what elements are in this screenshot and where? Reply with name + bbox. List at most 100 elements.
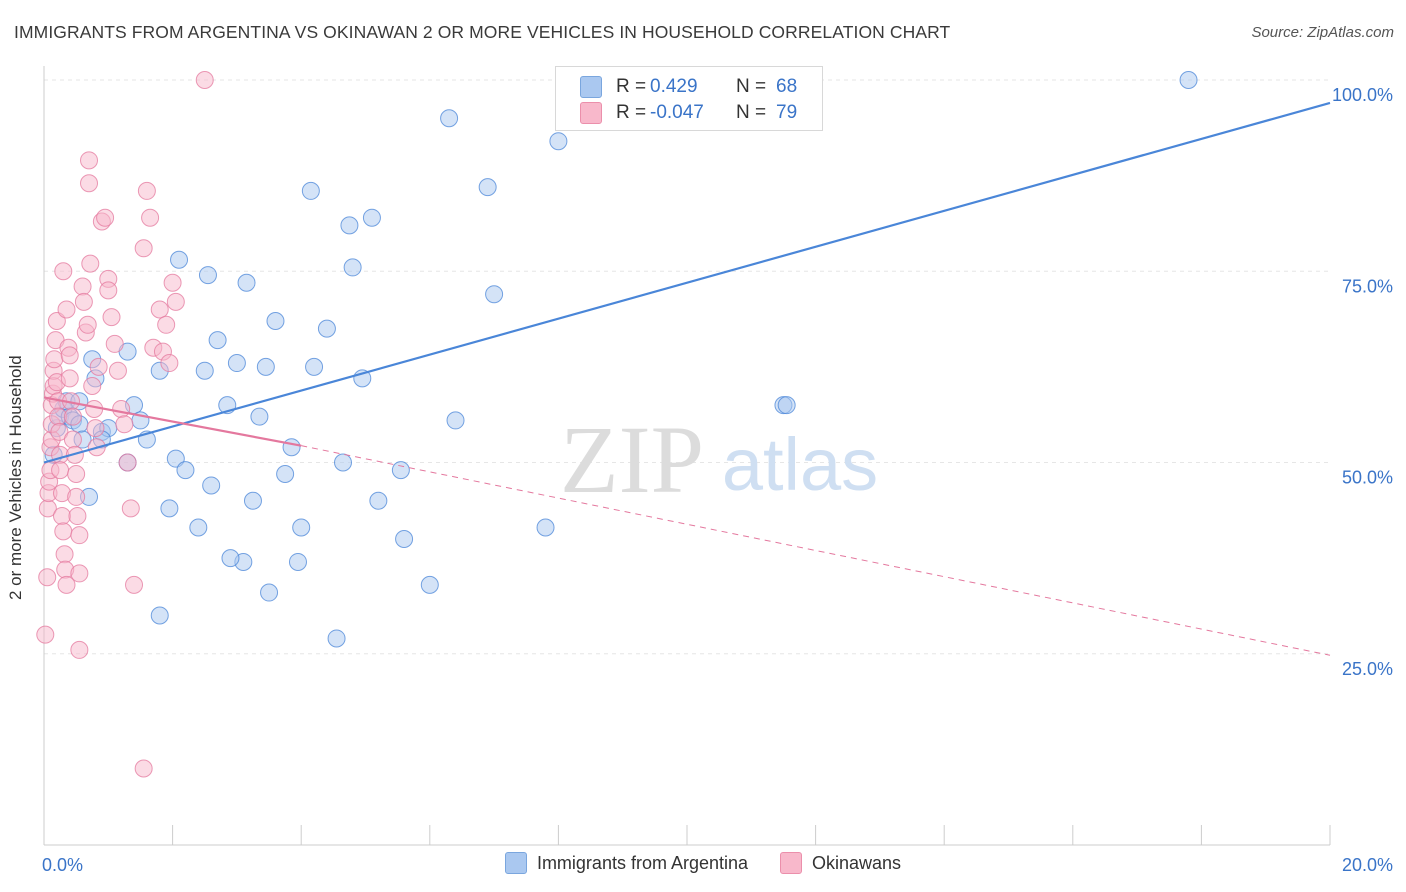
trend-line bbox=[43, 101, 1331, 464]
point-argentina bbox=[260, 583, 279, 602]
legend-swatch-okinawans bbox=[780, 852, 803, 874]
point-okinawans bbox=[134, 239, 153, 258]
watermark-zip: ZIP bbox=[560, 406, 704, 513]
point-okinawans bbox=[105, 334, 124, 353]
point-okinawans bbox=[99, 281, 118, 300]
point-argentina bbox=[288, 552, 307, 571]
point-argentina bbox=[243, 491, 262, 510]
point-argentina bbox=[478, 178, 497, 197]
point-okinawans bbox=[78, 315, 97, 334]
point-okinawans bbox=[195, 71, 214, 89]
point-okinawans bbox=[96, 208, 115, 227]
point-argentina bbox=[343, 258, 362, 277]
point-argentina bbox=[395, 530, 414, 548]
point-argentina bbox=[176, 461, 195, 480]
point-okinawans bbox=[118, 453, 137, 472]
point-okinawans bbox=[137, 181, 156, 200]
point-argentina bbox=[420, 575, 439, 594]
r-label: R = bbox=[616, 102, 647, 123]
point-argentina bbox=[276, 464, 295, 483]
point-argentina bbox=[166, 449, 185, 468]
watermark: ZIP atlas bbox=[560, 406, 878, 513]
legend-swatch-okinawans bbox=[580, 102, 602, 124]
point-okinawans bbox=[47, 311, 66, 330]
point-okinawans bbox=[108, 361, 127, 380]
point-okinawans bbox=[86, 419, 105, 438]
point-okinawans bbox=[68, 507, 87, 526]
r-value: 0.429 bbox=[650, 76, 698, 97]
point-okinawans bbox=[60, 346, 79, 365]
stats-row-okinawans: R = -0.047 N = 79 bbox=[580, 101, 797, 125]
point-okinawans bbox=[63, 407, 82, 426]
point-argentina bbox=[327, 629, 346, 648]
point-argentina bbox=[202, 476, 221, 495]
point-okinawans bbox=[163, 273, 182, 292]
point-okinawans bbox=[121, 499, 140, 518]
legend-swatch-argentina bbox=[580, 76, 602, 98]
y-tick-label: 25.0% bbox=[1342, 659, 1393, 679]
point-argentina bbox=[282, 438, 301, 457]
point-okinawans bbox=[38, 568, 57, 587]
point-okinawans bbox=[67, 464, 86, 483]
point-okinawans bbox=[80, 174, 99, 193]
point-okinawans bbox=[102, 308, 121, 327]
r-value: -0.047 bbox=[650, 102, 704, 123]
y-tick-label: 75.0% bbox=[1342, 276, 1393, 296]
point-argentina bbox=[340, 216, 359, 235]
point-okinawans bbox=[157, 315, 176, 334]
source-label: Source: ZipAtlas.com bbox=[1251, 24, 1394, 41]
y-tick-label: 100.0% bbox=[1332, 85, 1393, 105]
point-okinawans bbox=[63, 430, 82, 449]
point-argentina bbox=[198, 266, 217, 285]
y-axis-label: 2 or more Vehicles in Household bbox=[6, 355, 25, 600]
trend-line bbox=[43, 396, 302, 447]
point-okinawans bbox=[70, 640, 89, 659]
point-okinawans bbox=[55, 545, 74, 564]
point-argentina bbox=[549, 132, 568, 151]
point-argentina bbox=[440, 109, 459, 128]
point-okinawans bbox=[70, 564, 89, 583]
point-okinawans bbox=[134, 759, 153, 778]
y-tick-label: 50.0% bbox=[1342, 468, 1393, 488]
n-label: N = bbox=[736, 76, 767, 97]
point-argentina bbox=[362, 208, 381, 227]
point-argentina bbox=[266, 311, 285, 330]
point-okinawans bbox=[57, 300, 76, 319]
point-argentina bbox=[195, 361, 214, 380]
legend-item-okinawans[interactable]: Okinawans bbox=[780, 852, 901, 874]
point-argentina bbox=[227, 354, 246, 373]
point-okinawans bbox=[74, 292, 93, 311]
point-argentina bbox=[221, 549, 240, 568]
point-okinawans bbox=[150, 300, 169, 319]
point-argentina bbox=[391, 461, 410, 480]
watermark-atlas: atlas bbox=[722, 423, 878, 506]
point-argentina bbox=[160, 499, 179, 518]
point-argentina bbox=[305, 357, 324, 376]
point-argentina bbox=[189, 518, 208, 537]
point-okinawans bbox=[70, 526, 89, 545]
series-legend: Immigrants from Argentina Okinawans bbox=[0, 852, 1406, 874]
point-okinawans bbox=[67, 487, 86, 506]
legend-label-argentina: Immigrants from Argentina bbox=[536, 852, 749, 873]
point-okinawans bbox=[81, 254, 100, 273]
point-okinawans bbox=[50, 422, 69, 441]
trend-line-extension bbox=[301, 445, 1331, 656]
point-okinawans bbox=[80, 151, 99, 170]
point-argentina bbox=[256, 357, 275, 376]
r-label: R = bbox=[616, 76, 647, 97]
point-argentina bbox=[317, 319, 336, 338]
axes bbox=[43, 66, 1331, 846]
point-okinawans bbox=[125, 575, 144, 594]
point-argentina bbox=[777, 396, 796, 415]
legend-swatch-argentina bbox=[504, 852, 527, 874]
point-okinawans bbox=[141, 208, 160, 227]
point-argentina bbox=[301, 181, 320, 200]
point-okinawans bbox=[83, 377, 102, 395]
point-okinawans bbox=[166, 292, 185, 311]
legend-item-argentina[interactable]: Immigrants from Argentina bbox=[504, 852, 749, 874]
tick-labels: 25.0% 50.0% 75.0% 100.0% 0.0% 20.0% bbox=[42, 85, 1393, 875]
point-okinawans bbox=[36, 625, 55, 644]
point-argentina bbox=[485, 285, 504, 304]
point-argentina bbox=[250, 407, 269, 426]
